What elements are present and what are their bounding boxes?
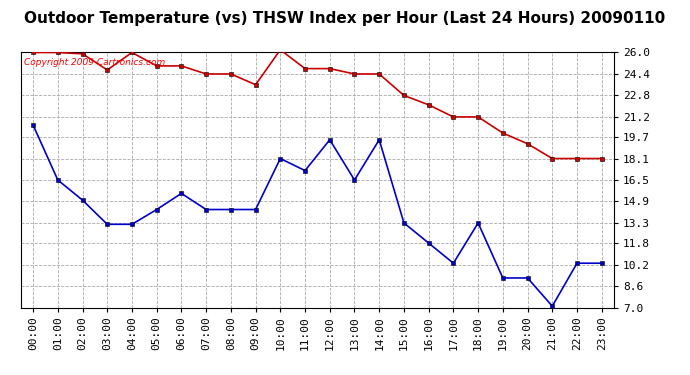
Text: Outdoor Temperature (vs) THSW Index per Hour (Last 24 Hours) 20090110: Outdoor Temperature (vs) THSW Index per … (24, 11, 666, 26)
Text: Copyright 2009 Cartronics.com: Copyright 2009 Cartronics.com (23, 58, 165, 67)
